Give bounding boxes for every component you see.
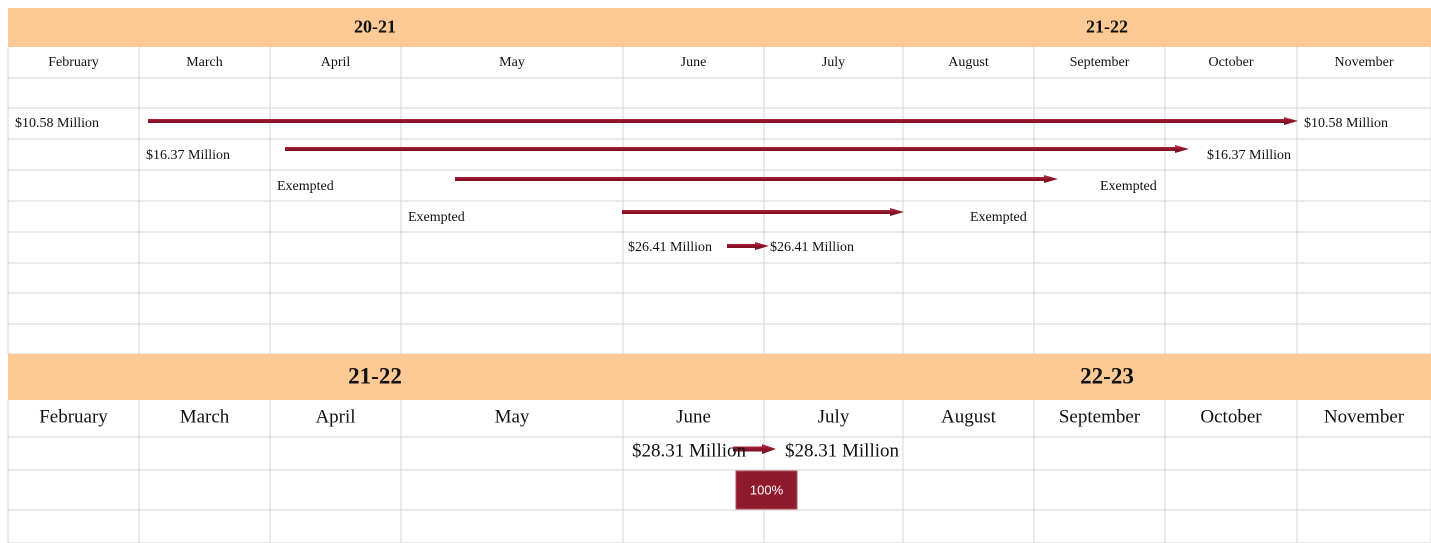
from-label: Exempted	[408, 210, 465, 225]
month-label: August	[948, 55, 989, 70]
month-label: September	[1059, 406, 1141, 427]
month-label: August	[941, 406, 997, 427]
period-label: 21-22	[348, 363, 402, 388]
month-label: March	[180, 406, 230, 427]
from-label: $10.58 Million	[15, 116, 99, 131]
arrow	[285, 145, 1189, 153]
month-label: July	[818, 406, 850, 427]
period-header	[8, 354, 1431, 400]
to-label: Exempted	[1100, 179, 1157, 194]
month-label: July	[822, 55, 845, 70]
arrow	[622, 208, 904, 216]
month-label: April	[315, 406, 355, 427]
month-label: September	[1070, 55, 1130, 70]
to-label: $28.31 Million	[785, 440, 900, 461]
period-label: 21-22	[1086, 17, 1128, 37]
month-label: October	[1200, 406, 1262, 427]
month-label: May	[495, 406, 530, 427]
month-label: February	[48, 55, 99, 70]
arrow	[148, 117, 1298, 125]
period-header	[8, 8, 1431, 47]
from-label: $28.31 Million	[632, 440, 747, 461]
period-label: 20-21	[354, 17, 396, 37]
from-label: $16.37 Million	[146, 148, 230, 163]
from-label: $26.41 Million	[628, 240, 712, 255]
badge-label: 100%	[750, 482, 784, 497]
to-label: $10.58 Million	[1304, 116, 1388, 131]
month-label: October	[1208, 55, 1253, 70]
arrow	[733, 444, 776, 454]
to-label: Exempted	[970, 210, 1027, 225]
to-label: $16.37 Million	[1207, 148, 1291, 163]
to-label: $26.41 Million	[770, 240, 854, 255]
month-label: February	[39, 406, 108, 427]
month-label: April	[321, 55, 351, 70]
month-label: May	[499, 55, 525, 70]
period-label: 22-23	[1080, 363, 1134, 388]
month-label: November	[1334, 55, 1393, 70]
arrow	[727, 242, 769, 250]
month-label: March	[186, 55, 223, 70]
from-label: Exempted	[277, 179, 334, 194]
month-label: June	[681, 55, 707, 70]
badge	[735, 470, 798, 510]
month-label: November	[1324, 406, 1405, 427]
arrow	[455, 175, 1058, 183]
month-label: June	[676, 406, 711, 427]
